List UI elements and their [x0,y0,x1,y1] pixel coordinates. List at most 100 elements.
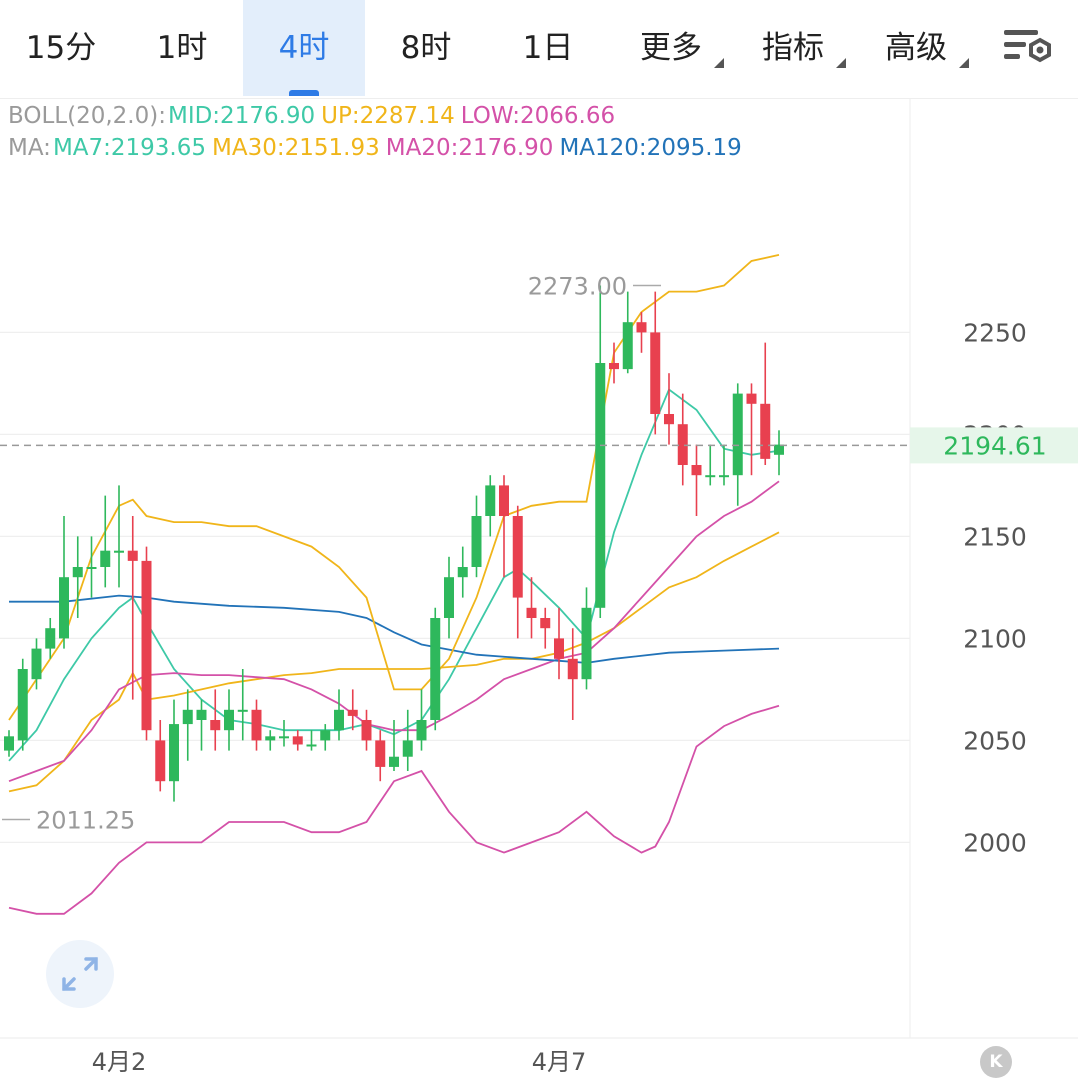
candle [636,312,647,353]
candle-body [512,516,523,598]
candle [677,393,688,486]
candle-body [59,577,69,639]
candle [17,658,28,751]
candle [45,618,56,659]
tab-1时[interactable]: 1时 [121,0,243,96]
boll-low-value: LOW:2066.66 [460,103,616,129]
tab-label: 15分 [25,30,97,66]
candle-body [320,730,331,741]
candle [86,536,97,598]
last-price-tag [910,427,1078,464]
candle [210,689,221,751]
tab-高级[interactable]: 高级 [855,0,977,96]
candle-body [196,709,207,720]
candle-body [334,709,344,731]
y-tick-label: 2100 [963,624,1027,653]
candle [485,475,496,537]
candle-body [416,720,427,741]
candle-body [650,332,661,414]
tab-15分[interactable]: 15分 [0,0,122,96]
candle [732,383,743,506]
candle-body [210,720,221,731]
candle-body [4,736,14,751]
candle [595,285,606,618]
tab-label: 8时 [400,30,452,66]
candle [31,638,42,690]
candle [306,730,317,751]
candle-body [636,322,647,333]
candle-body [72,567,83,578]
candle-body [677,424,688,465]
y-tick-label: 2250 [963,318,1027,347]
candle [622,291,633,374]
candle [719,444,729,486]
candle-body [141,560,152,731]
candle [127,516,138,700]
candle-body [279,736,289,739]
candle-body [292,736,303,745]
candle-body [746,393,757,404]
candle-body [224,709,234,731]
candle [251,699,262,751]
settings-sliders-icon[interactable] [1000,24,1056,72]
dropdown-caret-icon [836,58,846,68]
candle [182,689,193,761]
ma-label: MA: [8,135,51,161]
candle-body [760,403,771,459]
candle [499,475,509,578]
candle [430,607,441,731]
candle-body [554,638,564,659]
x-tick-label: 4月7 [532,1048,587,1076]
candle [774,430,784,476]
candle [334,689,344,741]
candle-body [499,485,509,516]
candle [554,607,564,680]
y-tick-label: 2050 [963,726,1027,755]
candle [279,720,289,747]
ma-legend-row: MA:MA7:2193.65 MA30:2151.93 MA20:2176.90 MA… [8,132,748,164]
candle-body [430,618,441,720]
candle-body [347,709,358,716]
tab-label: 更多 [640,30,702,66]
candle [691,444,702,516]
candle [444,556,454,639]
series-line-UP [8,254,780,721]
candle [375,730,386,782]
candle-body [86,567,97,569]
candle-body [444,577,454,618]
candle-body [17,669,28,741]
candle [72,536,83,618]
ma20-value: MA20:2176.90 [385,135,554,161]
k-badge-icon[interactable]: K [980,1046,1012,1078]
tab-4时[interactable]: 4时 [243,0,365,96]
tab-8时[interactable]: 8时 [365,0,487,96]
candle [471,495,482,578]
candle [224,689,234,751]
candle [361,709,372,751]
candle-body [182,709,193,725]
tab-更多[interactable]: 更多 [610,0,732,96]
candle [114,485,124,588]
candle-body [127,550,138,561]
candle-body [361,720,372,741]
high-price-label: 2273.00 [528,272,627,300]
tab-label: 4时 [278,30,330,66]
tab-label: 1时 [156,30,208,66]
active-tab-indicator [289,90,319,96]
candle [664,373,674,445]
candle [265,730,276,751]
low-price-label: 2011.25 [36,806,135,834]
expand-arrows-icon[interactable] [46,940,114,1008]
candle [760,342,771,465]
candlestick-chart[interactable]: 2000205021002150220022504月24月72273.00201… [0,98,1078,1082]
candle-body [567,658,578,680]
tab-1日[interactable]: 1日 [487,0,609,96]
boll-legend-row: BOLL(20,2.0):MID:2176.90 UP:2287.14 LOW:20… [8,100,748,132]
candle-body [540,618,551,629]
candle-body [732,393,743,476]
candle-body [705,475,716,478]
tab-指标[interactable]: 指标 [732,0,854,96]
candle [581,587,592,690]
candle-body [31,648,42,680]
candle-body [622,322,633,370]
